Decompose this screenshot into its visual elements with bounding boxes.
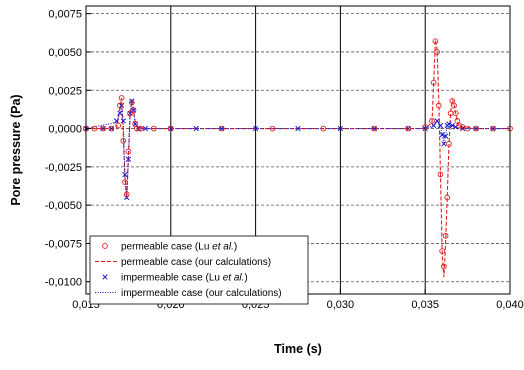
permeable-lu-point <box>320 125 327 132</box>
impermeable-lu-point <box>439 132 445 138</box>
y-tick-label: -0,0100 <box>45 277 82 289</box>
permeable-lu-point <box>434 49 440 55</box>
y-tick-label: -0,0075 <box>45 238 82 250</box>
permeable-lu-point <box>435 102 442 109</box>
y-tick-label: 0,0050 <box>48 47 82 59</box>
x-tick-label: 0,040 <box>496 299 524 311</box>
permeable-lu-point <box>130 107 137 114</box>
permeable-lu-point <box>117 102 123 109</box>
legend-item-impermeable-calc: impermeable case (our calculations) <box>95 288 282 299</box>
permeable-lu-point <box>120 137 127 144</box>
permeable-lu-point <box>269 125 276 132</box>
permeable-lu-point <box>125 148 132 155</box>
impermeable-lu-point <box>434 118 440 124</box>
x-axis-label: Time (s) <box>274 342 322 356</box>
impermeable-lu-point <box>449 122 455 129</box>
impermeable-lu-point <box>422 125 428 132</box>
permeable-lu-point <box>100 125 106 132</box>
permeable-lu-point <box>122 179 128 186</box>
impermeable-lu-point <box>117 110 123 116</box>
legend-x-marker <box>102 274 108 280</box>
permeable-lu-point <box>128 99 135 106</box>
permeable-lu-point <box>451 102 457 109</box>
permeable-lu-point <box>108 125 115 132</box>
permeable-lu-point <box>464 125 471 132</box>
impermeable-lu-point <box>441 141 447 147</box>
permeable-lu-point <box>459 124 466 130</box>
permeable-lu-point <box>218 125 225 132</box>
impermeable-lu-point <box>337 125 344 132</box>
permeable-lu-point <box>422 124 429 130</box>
permeable-lu-point <box>442 232 449 239</box>
permeable-lu-point <box>429 118 435 124</box>
legend-circle-marker <box>102 243 108 249</box>
permeable-lu-point <box>371 125 378 132</box>
legend-label: permeable case (our calculations) <box>121 257 271 268</box>
legend-label: impermeable case (our calculations) <box>121 288 282 299</box>
permeable-lu-point <box>441 263 447 270</box>
permeable-lu-point <box>439 248 446 254</box>
permeable-lu-point <box>432 38 439 45</box>
y-tick-label: 0,0025 <box>48 85 82 97</box>
permeable-lu-point <box>127 110 133 117</box>
y-tick-label: -0,0025 <box>45 162 82 174</box>
impermeable-lu-point <box>437 122 444 129</box>
impermeable-lu-point <box>431 122 437 129</box>
y-tick-label: 0,0075 <box>48 9 82 21</box>
permeable-lu-point <box>437 171 444 178</box>
impermeable-lu-point <box>193 125 199 132</box>
permeable-lu-point <box>118 95 125 101</box>
legend-label: permeable case (Lu et al.) <box>121 242 237 253</box>
axis-ticks: 0,015 0,020 0,025 0,030 0,035 0,0400,00750,00… <box>45 9 524 311</box>
legend-box <box>89 235 309 305</box>
permeable-lu-point <box>446 141 452 147</box>
impermeable-lu-point <box>135 125 142 132</box>
impermeable-lu-point <box>118 102 125 109</box>
legend-item-permeable-lu: permeable case (Lu et al.) <box>102 242 237 253</box>
permeable-lu-point <box>91 125 98 132</box>
permeable-lu-point <box>444 194 451 201</box>
impermeable-lu-point <box>252 125 259 132</box>
y-tick-label: 0,0000 <box>48 124 82 136</box>
legend-label: impermeable case (Lu et al.) <box>121 273 248 284</box>
permeable-lu-point <box>123 191 130 198</box>
permeable-lu-point <box>137 125 144 132</box>
impermeable-lu-point <box>142 125 149 132</box>
permeable-lu-point <box>473 125 479 132</box>
impermeable-lu-point <box>442 133 449 139</box>
permeable-lu-point <box>134 125 140 132</box>
impermeable-lu-point <box>120 118 126 124</box>
x-tick-label: 0,035 <box>411 299 439 311</box>
impermeable-lu-point <box>295 125 301 132</box>
permeable-lu-point <box>405 125 412 132</box>
permeable-lu-point <box>115 122 122 129</box>
impermeable-lu-point <box>446 121 452 127</box>
impermeable-lu-point <box>129 98 135 104</box>
permeable-lu-point <box>456 122 462 129</box>
permeable-lu-point <box>167 125 174 132</box>
x-tick-label: 0,030 <box>327 299 355 311</box>
legend: permeable case (Lu et al.) permeable case… <box>89 235 309 305</box>
impermeable-lu-point <box>122 171 128 178</box>
legend-item-impermeable-lu: impermeable case (Lu et al.) <box>102 273 248 284</box>
impermeable-calc-line <box>85 99 510 200</box>
series-layer <box>83 38 513 278</box>
permeable-lu-point <box>452 110 459 117</box>
impermeable-lu-point <box>125 156 132 162</box>
permeable-lu-point <box>430 79 437 86</box>
impermeable-lu-point <box>453 124 459 130</box>
y-tick-label: -0,0050 <box>45 200 82 212</box>
permeable-lu-point <box>490 125 496 132</box>
legend-item-permeable-calc: permeable case (our calculations) <box>95 257 271 268</box>
y-axis-label: Pore pressure (Pa) <box>9 94 23 205</box>
impermeable-lu-point <box>113 118 120 124</box>
permeable-lu-point <box>150 125 157 132</box>
